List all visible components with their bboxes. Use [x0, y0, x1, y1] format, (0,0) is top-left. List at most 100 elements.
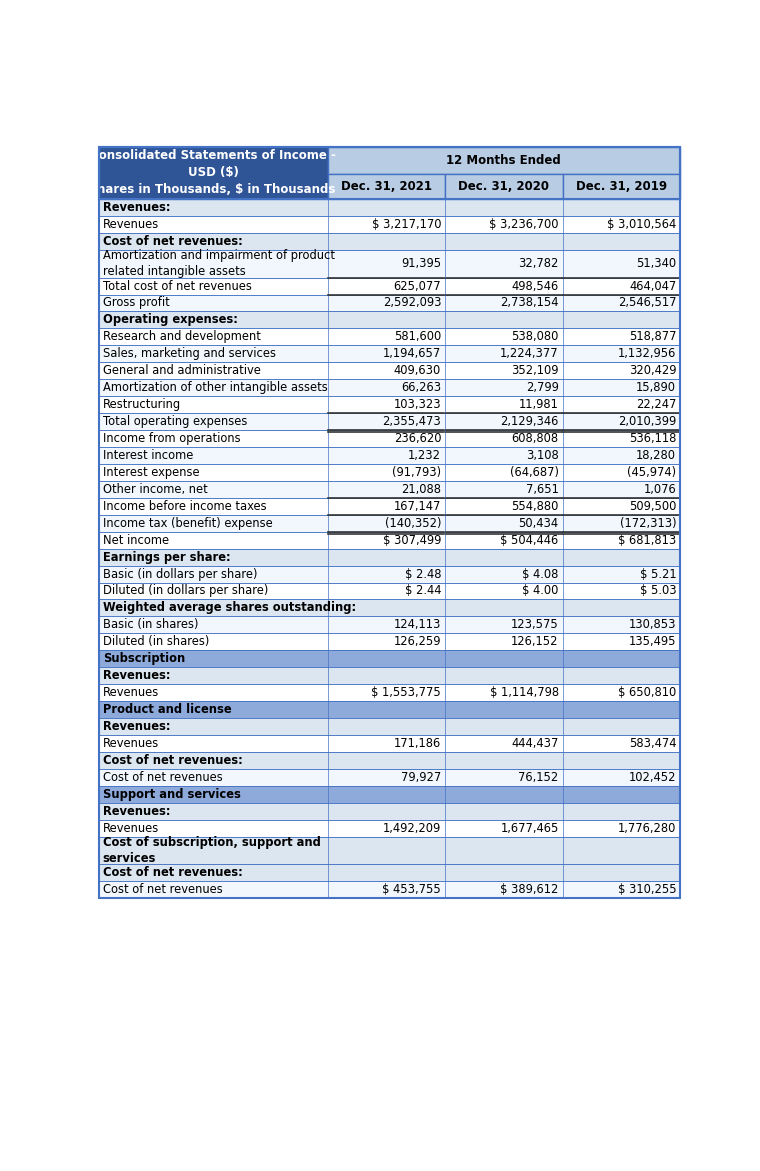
Bar: [562, 701, 680, 718]
Text: Research and development: Research and development: [103, 330, 261, 343]
Bar: [99, 549, 328, 566]
Bar: [445, 864, 562, 882]
Bar: [328, 836, 445, 864]
Text: 2,738,154: 2,738,154: [500, 296, 559, 309]
Bar: [445, 328, 562, 345]
Bar: [99, 864, 328, 882]
Bar: [445, 836, 562, 864]
Text: 66,263: 66,263: [401, 382, 441, 395]
Text: 518,877: 518,877: [629, 330, 676, 343]
Bar: [328, 864, 445, 882]
Text: Net income: Net income: [103, 534, 169, 547]
Bar: [445, 464, 562, 481]
Bar: [328, 684, 445, 701]
Bar: [562, 481, 680, 498]
Bar: [328, 295, 445, 311]
Bar: [99, 215, 328, 233]
Text: 124,113: 124,113: [394, 618, 441, 631]
Bar: [99, 735, 328, 752]
Bar: [445, 820, 562, 836]
Text: 464,047: 464,047: [629, 280, 676, 293]
Text: $ 4.08: $ 4.08: [522, 568, 559, 581]
Text: 11,981: 11,981: [519, 398, 559, 411]
Text: 498,546: 498,546: [511, 280, 559, 293]
Text: Revenues:: Revenues:: [103, 669, 170, 683]
Bar: [562, 802, 680, 820]
Bar: [99, 464, 328, 481]
Bar: [328, 718, 445, 735]
Text: 1,194,657: 1,194,657: [383, 348, 441, 361]
Bar: [99, 882, 328, 898]
Bar: [99, 718, 328, 735]
Bar: [562, 199, 680, 215]
Text: Revenues: Revenues: [103, 737, 159, 749]
Bar: [562, 515, 680, 532]
Bar: [328, 549, 445, 566]
Bar: [328, 447, 445, 464]
Bar: [445, 430, 562, 447]
Text: 409,630: 409,630: [394, 364, 441, 377]
Bar: [562, 882, 680, 898]
Bar: [445, 447, 562, 464]
Text: Product and license: Product and license: [103, 703, 231, 715]
Bar: [562, 718, 680, 735]
Bar: [562, 820, 680, 836]
Bar: [445, 616, 562, 634]
Text: Other income, net: Other income, net: [103, 482, 207, 495]
Bar: [445, 498, 562, 515]
Bar: [562, 362, 680, 379]
Text: $ 3,010,564: $ 3,010,564: [607, 218, 676, 231]
Text: 1,776,280: 1,776,280: [618, 822, 676, 835]
Bar: [562, 464, 680, 481]
Bar: [99, 233, 328, 249]
Bar: [99, 199, 328, 215]
Bar: [562, 345, 680, 362]
Bar: [99, 515, 328, 532]
Bar: [99, 146, 328, 199]
Bar: [562, 215, 680, 233]
Text: Cost of subscription, support and
services: Cost of subscription, support and servic…: [103, 836, 321, 865]
Text: (91,793): (91,793): [392, 466, 441, 479]
Bar: [562, 430, 680, 447]
Text: Dec. 31, 2020: Dec. 31, 2020: [458, 180, 549, 193]
Bar: [562, 582, 680, 600]
Bar: [562, 735, 680, 752]
Bar: [328, 600, 445, 616]
Text: 2,546,517: 2,546,517: [618, 296, 676, 309]
Bar: [445, 735, 562, 752]
Text: Revenues:: Revenues:: [103, 804, 170, 817]
Text: Interest expense: Interest expense: [103, 466, 199, 479]
Bar: [328, 278, 445, 295]
Bar: [328, 582, 445, 600]
Bar: [562, 786, 680, 802]
Bar: [99, 836, 328, 864]
Text: $ 504,446: $ 504,446: [500, 534, 559, 547]
Bar: [328, 498, 445, 515]
Text: Basic (in shares): Basic (in shares): [103, 618, 198, 631]
Text: 1,224,377: 1,224,377: [500, 348, 559, 361]
Bar: [328, 650, 445, 667]
Text: 126,152: 126,152: [511, 636, 559, 649]
Text: 126,259: 126,259: [394, 636, 441, 649]
Bar: [99, 667, 328, 684]
Text: 581,600: 581,600: [394, 330, 441, 343]
Text: $ 1,553,775: $ 1,553,775: [372, 686, 441, 699]
Bar: [445, 718, 562, 735]
Text: 7,651: 7,651: [526, 482, 559, 495]
Text: Earnings per share:: Earnings per share:: [103, 550, 230, 563]
Text: Revenues: Revenues: [103, 686, 159, 699]
Text: Diluted (in dollars per share): Diluted (in dollars per share): [103, 584, 268, 597]
Text: 352,109: 352,109: [511, 364, 559, 377]
Text: Amortization and impairment of product
related intangible assets: Amortization and impairment of product r…: [103, 249, 334, 279]
Bar: [445, 199, 562, 215]
Bar: [328, 413, 445, 430]
Bar: [562, 864, 680, 882]
Text: 554,880: 554,880: [511, 500, 559, 513]
Text: Income before income taxes: Income before income taxes: [103, 500, 266, 513]
Bar: [328, 481, 445, 498]
Text: 625,077: 625,077: [394, 280, 441, 293]
Bar: [99, 786, 328, 802]
Text: Support and services: Support and services: [103, 788, 241, 801]
Bar: [562, 600, 680, 616]
Bar: [562, 634, 680, 650]
